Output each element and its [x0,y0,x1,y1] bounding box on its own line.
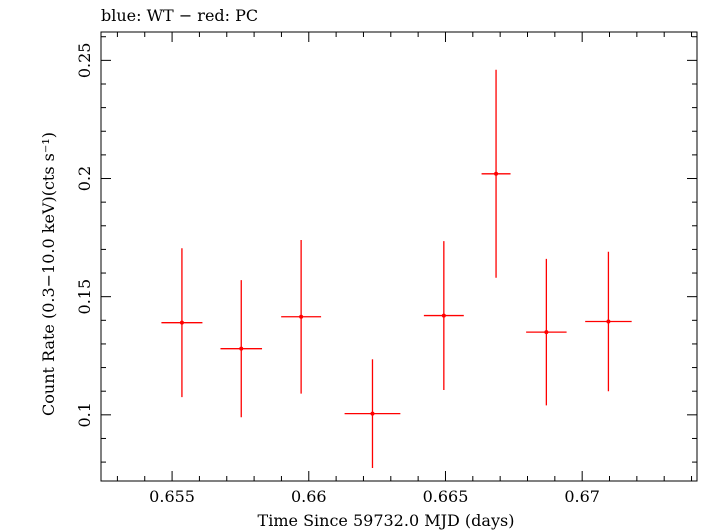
x-tick-label: 0.655 [149,487,195,506]
y-tick-label: 0.1 [75,402,94,427]
data-point [423,241,464,391]
y-tick-label: 0.25 [75,43,94,79]
data-point [161,248,203,398]
x-tick-label: 0.66 [291,487,327,506]
minor-ticks [101,32,697,481]
data-point [344,359,401,469]
chart-header-label: blue: WT − red: PC [101,6,258,25]
data-series-pc [161,69,632,469]
data-point-marker [299,314,304,319]
data-point-marker [494,171,499,176]
x-tick-label: 0.665 [423,487,469,506]
data-point [481,69,511,278]
data-point-marker [370,411,375,416]
data-point-marker [606,319,611,324]
data-point [585,251,632,392]
data-point [220,280,263,418]
x-axis: 0.655 0.66 0.665 0.67 [149,32,600,506]
plot-frame [100,31,698,482]
y-tick-label: 0.15 [75,279,94,315]
x-tick-label: 0.67 [564,487,600,506]
data-point-marker [544,330,549,335]
y-tick-label: 0.2 [75,166,94,191]
data-point-marker [179,320,184,325]
data-point-marker [239,346,244,351]
data-point [526,258,567,406]
x-axis-label: Time Since 59732.0 MJD (days) [258,511,515,530]
y-axis-label: Count Rate (0.3−10.0 keV)(cts s⁻¹) [39,132,58,416]
data-point-marker [441,313,446,318]
data-point [281,239,322,394]
plot-area: 0.655 0.66 0.665 0.67 0.1 0.15 0.2 0.25 [75,31,698,506]
y-axis: 0.1 0.15 0.2 0.25 [75,43,697,428]
